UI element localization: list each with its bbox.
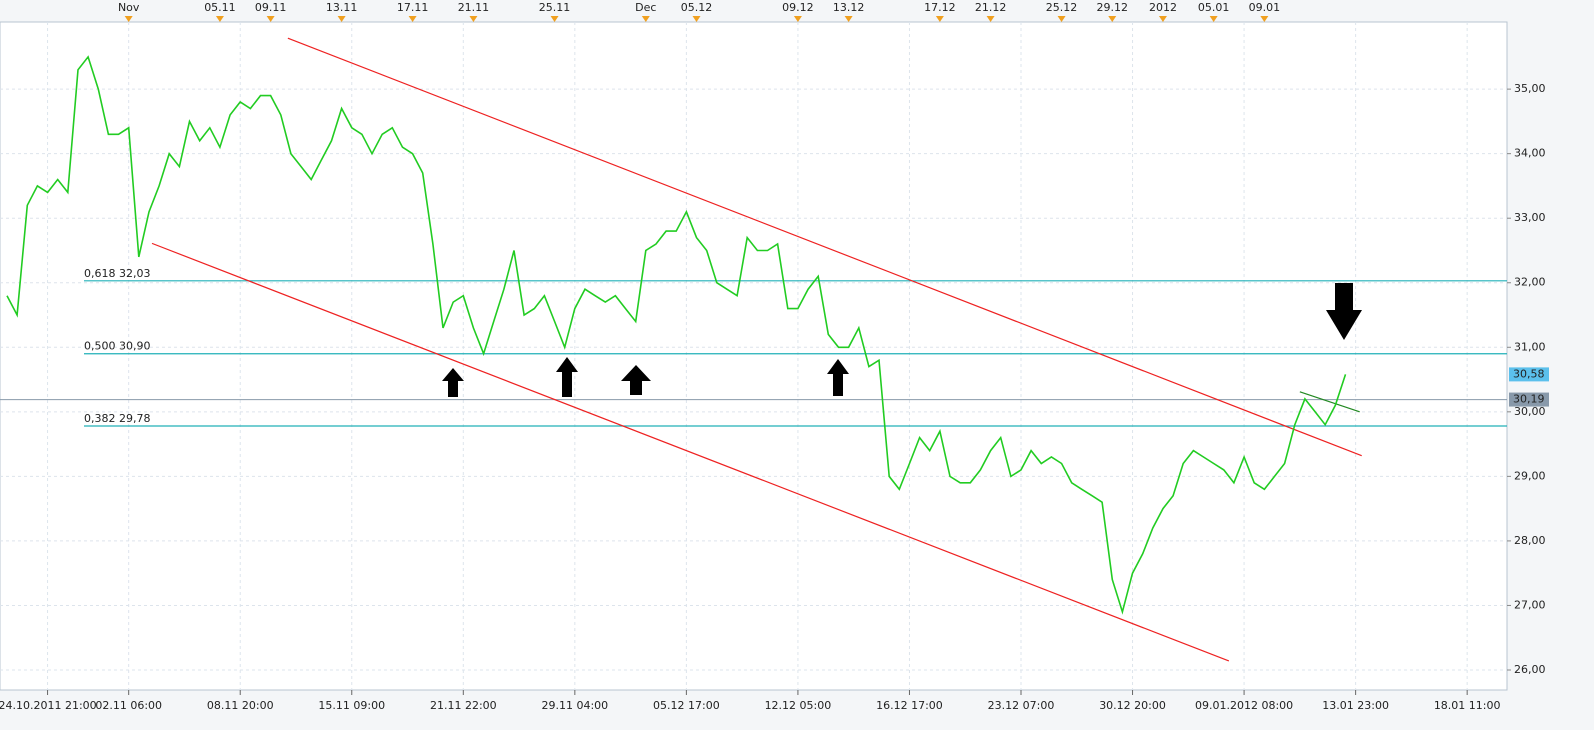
top-tick-label: 09.01 <box>1249 1 1281 14</box>
top-tick-label: 13.11 <box>326 1 358 14</box>
x-tick-label: 24.10.2011 21:00 <box>0 699 97 712</box>
top-tick-marker <box>266 16 275 22</box>
level-label: 0,618 32,03 <box>84 267 150 280</box>
x-tick-label: 09.01.2012 08:00 <box>1195 699 1293 712</box>
top-tick-marker <box>935 16 944 22</box>
top-tick-label: Dec <box>635 1 656 14</box>
top-tick-label: 2012 <box>1149 1 1177 14</box>
y-tick-label: 33,00 <box>1514 211 1546 224</box>
plot-area <box>0 21 1508 691</box>
last-price-label: 30,58 <box>1513 367 1545 380</box>
top-tick-marker <box>1158 16 1167 22</box>
top-tick-label: 29.12 <box>1097 1 1129 14</box>
x-tick-label: 21.11 22:00 <box>430 699 497 712</box>
level-label: 0,500 30,90 <box>84 340 150 353</box>
y-tick-label: 34,00 <box>1514 147 1546 160</box>
x-tick-label: 15.11 09:00 <box>318 699 385 712</box>
top-tick-label: 25.11 <box>539 1 571 14</box>
trendline <box>287 37 1362 457</box>
y-tick-label: 35,00 <box>1514 82 1546 95</box>
top-tick-label: 17.11 <box>397 1 429 14</box>
top-tick-marker <box>469 16 478 22</box>
price-tag <box>1509 392 1549 407</box>
top-tick-label: 21.12 <box>975 1 1007 14</box>
price-tag-label: 30,19 <box>1513 393 1545 406</box>
x-tick-label: 16.12 17:00 <box>876 699 943 712</box>
y-tick-label: 32,00 <box>1514 276 1546 289</box>
top-tick-marker <box>641 16 650 22</box>
price-line-series <box>6 55 1347 615</box>
top-tick-marker <box>986 16 995 22</box>
top-tick-marker <box>337 16 346 22</box>
x-tick-label: 13.01 23:00 <box>1322 699 1389 712</box>
top-tick-label: 05.12 <box>681 1 713 14</box>
top-tick-label: 17.12 <box>924 1 956 14</box>
top-tick-marker <box>1209 16 1218 22</box>
top-tick-marker <box>124 16 133 22</box>
top-tick-marker <box>1057 16 1066 22</box>
top-tick-marker <box>1108 16 1117 22</box>
top-tick-marker <box>844 16 853 22</box>
x-tick-label: 02.11 06:00 <box>95 699 162 712</box>
top-tick-label: 05.01 <box>1198 1 1230 14</box>
top-tick-label: 13.12 <box>833 1 865 14</box>
top-tick-label: 05.11 <box>204 1 236 14</box>
y-tick-label: 28,00 <box>1514 534 1546 547</box>
x-tick-label: 08.11 20:00 <box>207 699 274 712</box>
y-tick-label: 29,00 <box>1514 469 1546 482</box>
marks: 26,00 27,00 28,00 29,00 30,00 31,00 32,00 33,00… <box>0 1 1549 712</box>
top-tick-marker <box>692 16 701 22</box>
x-tick-label: 18.01 11:00 <box>1434 699 1501 712</box>
top-tick-label: 09.12 <box>782 1 814 14</box>
x-tick-label: 29.11 04:00 <box>541 699 608 712</box>
top-tick-marker <box>550 16 559 22</box>
top-tick-label: 21.11 <box>458 1 490 14</box>
top-tick-marker <box>215 16 224 22</box>
top-tick-label: 09.11 <box>255 1 287 14</box>
level-label: 0,382 29,78 <box>84 412 150 425</box>
y-tick-label: 26,00 <box>1514 663 1546 676</box>
y-tick-label: 31,00 <box>1514 340 1546 353</box>
up-arrow <box>442 368 464 397</box>
arrows <box>442 283 1362 397</box>
y-tick-label: 30,00 <box>1514 405 1546 418</box>
up-arrow <box>621 365 651 395</box>
top-tick-marker <box>1260 16 1269 22</box>
last-price-tag <box>1509 367 1549 382</box>
trendline <box>151 242 1230 662</box>
top-tick-marker <box>408 16 417 22</box>
top-tick-label: 25.12 <box>1046 1 1078 14</box>
trendline <box>1299 391 1360 413</box>
x-tick-label: 12.12 05:00 <box>765 699 832 712</box>
x-tick-label: 05.12 17:00 <box>653 699 720 712</box>
x-tick-label: 30.12 20:00 <box>1099 699 1166 712</box>
up-arrow <box>827 359 849 396</box>
top-tick-marker <box>793 16 802 22</box>
top-tick-label: Nov <box>118 1 140 14</box>
y-tick-label: 27,00 <box>1514 598 1546 611</box>
x-tick-label: 23.12 07:00 <box>988 699 1055 712</box>
up-arrow <box>556 357 578 397</box>
down-arrow <box>1326 283 1362 340</box>
